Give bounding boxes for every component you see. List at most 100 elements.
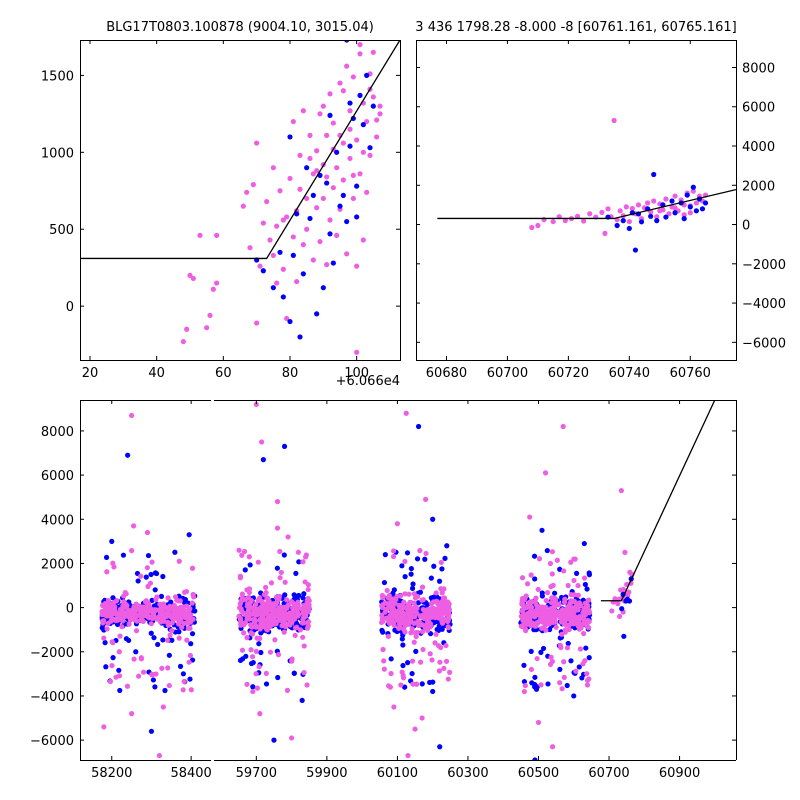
- data-point: [584, 671, 590, 677]
- data-point: [350, 195, 356, 202]
- y-tick-label: −4000: [742, 297, 786, 312]
- data-point: [428, 575, 434, 581]
- data-point: [145, 552, 152, 559]
- data-point: [140, 604, 146, 610]
- data-point: [374, 134, 380, 140]
- data-point: [120, 552, 127, 558]
- data-point: [148, 621, 154, 627]
- data-point: [681, 216, 687, 222]
- data-point: [307, 215, 313, 222]
- data-point: [400, 662, 406, 669]
- x-tick-label: 40: [148, 366, 165, 381]
- data-point: [553, 624, 559, 630]
- y-tick-label: 1000: [41, 146, 74, 161]
- data-point: [583, 645, 589, 651]
- data-point: [305, 619, 312, 625]
- data-point: [411, 600, 417, 606]
- data-point: [557, 566, 563, 572]
- data-point: [330, 120, 336, 126]
- data-point: [155, 641, 161, 648]
- data-point: [614, 222, 620, 229]
- data-point: [236, 613, 242, 620]
- data-point: [549, 549, 556, 555]
- data-point: [254, 685, 261, 691]
- data-point: [445, 599, 451, 605]
- data-point: [156, 752, 162, 759]
- data-point: [535, 610, 541, 616]
- data-point: [550, 612, 556, 618]
- data-point: [344, 63, 350, 69]
- data-point: [561, 659, 567, 665]
- data-point: [413, 648, 419, 654]
- data-point: [100, 620, 106, 626]
- data-point: [324, 174, 330, 180]
- data-point: [370, 103, 376, 109]
- data-point: [380, 629, 386, 635]
- data-point: [274, 525, 281, 531]
- data-point: [276, 616, 283, 622]
- data-point: [444, 543, 450, 549]
- data-point: [429, 657, 435, 663]
- data-point: [274, 280, 280, 286]
- data-point: [402, 684, 408, 690]
- data-point: [654, 214, 660, 220]
- data-point: [568, 598, 574, 604]
- data-point: [102, 640, 108, 646]
- y-tick-label: 0: [66, 300, 74, 315]
- data-point: [287, 175, 293, 182]
- data-point: [557, 642, 563, 649]
- data-point: [557, 666, 563, 673]
- data-point: [184, 326, 190, 332]
- data-point: [291, 592, 297, 598]
- data-point: [314, 311, 320, 317]
- data-point: [410, 581, 416, 587]
- data-point: [439, 611, 446, 617]
- data-point: [575, 582, 581, 589]
- data-point: [561, 674, 567, 680]
- y-tick-label: −6000: [742, 336, 786, 351]
- data-point: [565, 582, 571, 589]
- data-point: [275, 652, 282, 658]
- data-point: [151, 635, 157, 641]
- data-point: [320, 195, 326, 202]
- data-point: [146, 601, 152, 607]
- data-point: [147, 580, 154, 586]
- data-point: [565, 640, 571, 647]
- data-point: [541, 614, 547, 621]
- data-point: [249, 624, 255, 630]
- data-point: [149, 597, 155, 603]
- data-point: [547, 560, 554, 567]
- y-tick-label: −2000: [742, 258, 786, 273]
- data-point: [435, 615, 442, 621]
- data-point: [253, 624, 259, 630]
- data-point: [282, 579, 288, 585]
- data-point: [586, 618, 592, 625]
- data-point: [539, 590, 545, 596]
- data-point: [105, 604, 111, 610]
- data-point: [533, 623, 539, 629]
- data-point: [344, 251, 350, 257]
- data-point: [415, 423, 422, 430]
- data-point: [412, 726, 418, 732]
- data-point: [581, 218, 587, 224]
- data-point: [687, 204, 693, 210]
- data-point: [294, 624, 300, 630]
- data-point: [430, 688, 436, 695]
- data-point: [324, 132, 330, 138]
- data-point: [301, 670, 307, 676]
- data-point: [437, 744, 443, 750]
- data-point: [337, 203, 343, 209]
- data-point: [571, 556, 577, 562]
- data-point: [545, 681, 551, 687]
- data-point: [197, 232, 203, 238]
- data-point: [105, 597, 112, 604]
- data-point: [245, 594, 251, 601]
- data-point: [561, 618, 567, 624]
- data-point: [253, 401, 259, 408]
- data-point: [253, 601, 259, 607]
- data-point: [436, 578, 443, 584]
- data-point: [413, 681, 419, 687]
- data-point: [214, 280, 220, 286]
- data-point: [547, 626, 553, 633]
- data-point: [287, 318, 293, 325]
